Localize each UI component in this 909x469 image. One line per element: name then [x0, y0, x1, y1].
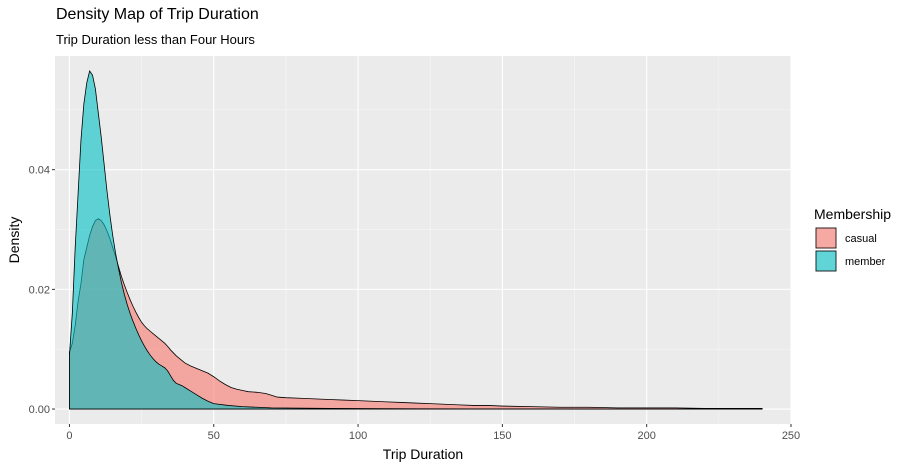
density-areas: [69, 69, 763, 410]
x-tick-label: 250: [782, 430, 800, 442]
legend: Membership casual member: [814, 206, 891, 272]
chart-title: Density Map of Trip Duration: [56, 6, 259, 23]
y-tick-label: 0.00: [29, 404, 50, 416]
y-tick-label: 0.04: [29, 165, 50, 177]
x-tick-label: 0: [66, 430, 72, 442]
x-tick-label: 50: [208, 430, 220, 442]
x-axis: 0 50 100 150 200 250: [66, 424, 800, 442]
density-area-member: [69, 69, 763, 410]
chart-subtitle: Trip Duration less than Four Hours: [56, 32, 255, 47]
y-axis-label: Density: [6, 217, 22, 264]
x-tick-label: 200: [638, 430, 656, 442]
legend-label-casual: casual: [845, 233, 877, 245]
legend-title: Membership: [814, 206, 891, 222]
y-axis: 0.00 0.02 0.04: [29, 165, 55, 416]
y-tick-label: 0.02: [29, 284, 50, 296]
grid-minor: [55, 56, 791, 424]
x-tick-label: 100: [349, 430, 367, 442]
legend-swatch-casual: [815, 227, 837, 249]
legend-swatch-member: [815, 250, 837, 272]
x-axis-label: Trip Duration: [383, 446, 463, 462]
legend-label-member: member: [845, 256, 886, 268]
x-tick-label: 150: [493, 430, 511, 442]
